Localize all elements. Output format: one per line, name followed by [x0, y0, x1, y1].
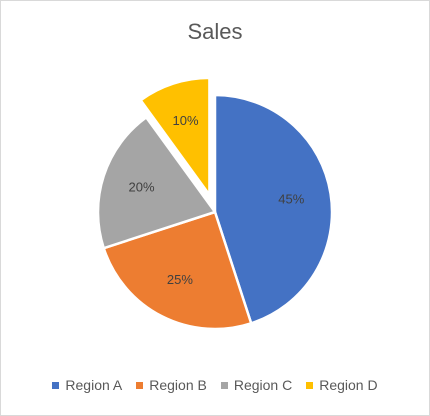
legend-item-region-a: Region A — [52, 377, 122, 393]
legend-swatch-region-d — [306, 381, 314, 389]
legend-item-region-b: Region B — [136, 377, 207, 393]
pie-chart: 45% 25% 20% 10% — [96, 76, 334, 331]
legend-label-region-c: Region C — [233, 377, 293, 393]
data-label-region-d: 10% — [173, 113, 199, 128]
legend-swatch-region-c — [220, 381, 228, 389]
data-label-region-c: 20% — [129, 180, 155, 195]
pie-slice-region-c — [96, 116, 217, 250]
legend-item-region-c: Region C — [220, 377, 293, 393]
legend-label-region-a: Region A — [65, 377, 123, 393]
data-label-region-b: 25% — [167, 272, 193, 287]
pie-slice-region-d — [139, 76, 211, 197]
legend-item-region-d: Region D — [306, 377, 378, 393]
pie-slice-region-b — [102, 210, 253, 331]
legend-label-region-b: Region B — [149, 377, 207, 393]
legend: Region A Region B Region C Region D — [1, 377, 429, 393]
pie-slice-region-a — [213, 93, 334, 325]
chart-title: Sales — [187, 19, 243, 44]
data-label-region-a: 45% — [278, 191, 304, 206]
legend-swatch-region-b — [136, 381, 144, 389]
legend-label-region-d: Region D — [319, 377, 378, 393]
legend-swatch-region-a — [52, 381, 60, 389]
